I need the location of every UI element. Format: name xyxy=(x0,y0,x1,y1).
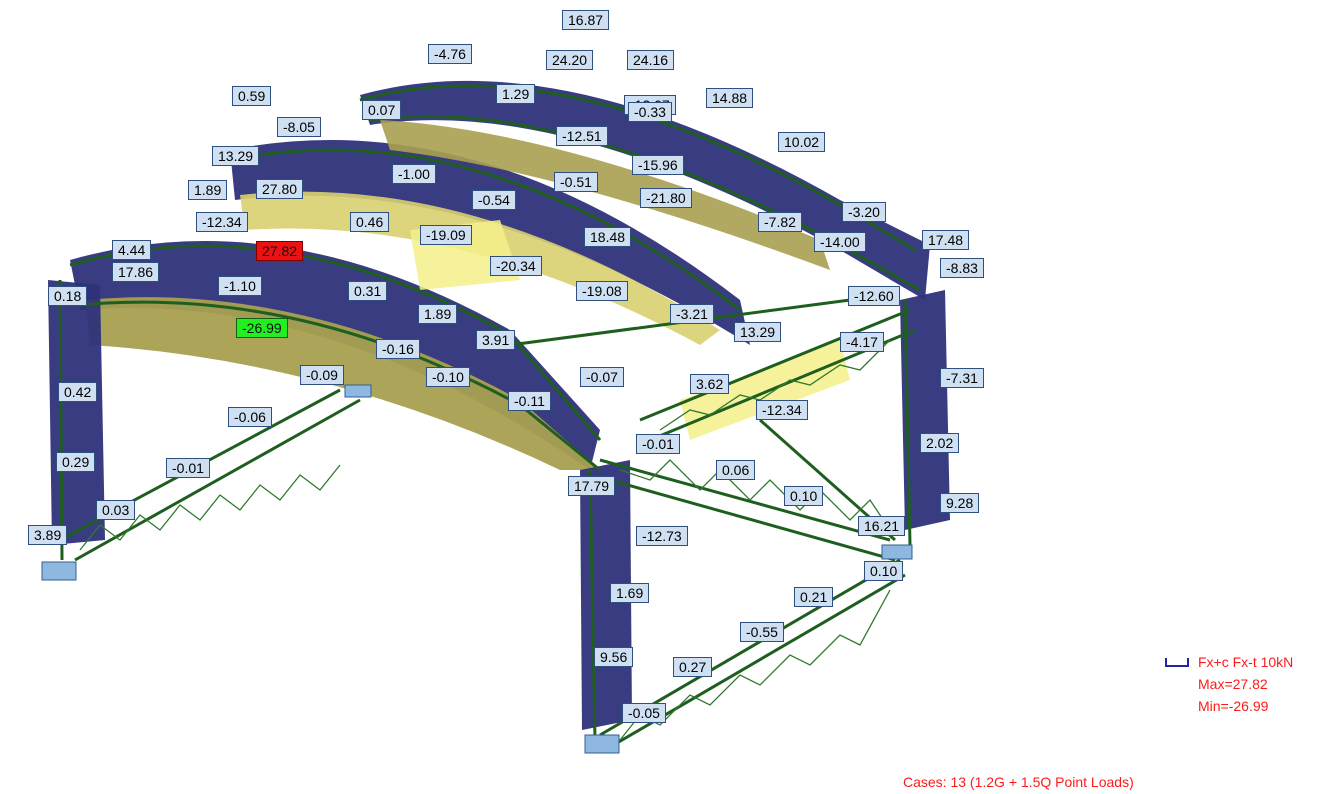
force-value-label: 9.28 xyxy=(940,493,980,513)
force-value-label: -0.16 xyxy=(376,339,420,359)
force-value-label: -0.09 xyxy=(300,365,344,385)
force-value-label: -26.99 xyxy=(236,318,288,338)
force-value-label: -14.00 xyxy=(814,232,866,252)
force-value-label: 1.29 xyxy=(496,84,536,104)
force-value-label: -19.08 xyxy=(576,281,628,301)
force-value-label: -15.96 xyxy=(632,155,684,175)
force-value-label: 13.29 xyxy=(212,146,260,166)
force-value-label: 0.18 xyxy=(48,286,88,306)
force-value-label: 9.56 xyxy=(594,647,634,667)
force-value-label: -4.76 xyxy=(428,44,472,64)
force-value-label: 17.86 xyxy=(112,262,160,282)
force-value-label: 0.06 xyxy=(716,460,756,480)
force-value-label: -0.05 xyxy=(622,703,666,723)
force-value-label: 24.16 xyxy=(627,50,675,70)
force-value-label: 4.44 xyxy=(112,240,152,260)
force-value-label: -7.82 xyxy=(758,212,802,232)
force-value-label: -0.55 xyxy=(740,622,784,642)
force-value-label: -1.00 xyxy=(392,164,436,184)
support-blocks xyxy=(41,384,913,754)
force-value-label: -12.51 xyxy=(556,126,608,146)
force-value-label: 0.27 xyxy=(673,657,713,677)
force-value-label: 0.10 xyxy=(784,486,824,506)
force-value-label: 1.89 xyxy=(418,304,458,324)
force-value-label: -8.83 xyxy=(940,258,984,278)
force-value-label: 16.87 xyxy=(562,10,610,30)
force-value-label: -7.31 xyxy=(940,368,984,388)
force-value-label: -0.54 xyxy=(472,190,516,210)
force-value-label: 17.79 xyxy=(568,476,616,496)
force-scale-glyph xyxy=(1165,658,1189,667)
legend-max: Max=27.82 xyxy=(1198,676,1268,692)
force-value-label: 24.20 xyxy=(546,50,594,70)
truss-lacing xyxy=(79,339,891,741)
force-value-label: 10.02 xyxy=(778,132,826,152)
diagram-legend: Fx+c Fx-t 10kN Max=27.82 Min=-26.99 xyxy=(1162,654,1332,716)
force-value-label: -3.20 xyxy=(842,202,886,222)
force-value-label: -0.10 xyxy=(426,367,470,387)
force-value-label: 0.46 xyxy=(350,212,390,232)
force-value-label: 13.29 xyxy=(734,322,782,342)
legend-force-type: Fx+c Fx-t 10kN xyxy=(1198,654,1294,670)
force-value-label: 0.03 xyxy=(96,500,136,520)
force-value-label: -0.01 xyxy=(636,434,680,454)
force-value-label: -0.51 xyxy=(554,172,598,192)
force-value-label: 2.02 xyxy=(920,433,960,453)
force-value-label: 3.62 xyxy=(690,374,730,394)
force-value-label: 1.89 xyxy=(188,180,228,200)
force-value-label: 0.59 xyxy=(232,86,272,106)
force-value-label: 17.48 xyxy=(922,230,970,250)
force-value-label: 27.80 xyxy=(256,179,304,199)
force-value-label: -1.10 xyxy=(218,276,262,296)
force-value-label: 16.21 xyxy=(858,516,906,536)
force-value-label: -8.05 xyxy=(277,117,321,137)
force-value-label: -0.01 xyxy=(166,458,210,478)
force-value-label: -20.34 xyxy=(490,256,542,276)
force-value-label: -0.11 xyxy=(508,391,551,411)
force-value-label: -12.73 xyxy=(636,526,688,546)
force-value-label: -19.09 xyxy=(420,225,472,245)
force-value-label: 18.48 xyxy=(584,227,632,247)
force-value-label: -0.33 xyxy=(628,102,672,122)
force-value-label: -12.34 xyxy=(196,212,248,232)
force-value-label: 0.42 xyxy=(58,382,98,402)
force-value-label: 3.91 xyxy=(476,330,516,350)
force-value-label: -21.80 xyxy=(640,188,692,208)
force-value-label: 14.88 xyxy=(706,88,754,108)
force-value-label: -0.06 xyxy=(228,407,272,427)
force-value-label: -3.21 xyxy=(670,304,714,324)
force-value-label: 0.29 xyxy=(56,452,96,472)
force-value-label: 27.82 xyxy=(256,241,304,261)
force-value-label: 0.31 xyxy=(348,281,388,301)
legend-min: Min=-26.99 xyxy=(1198,698,1269,714)
force-value-label: 1.69 xyxy=(610,583,650,603)
force-value-label: -0.07 xyxy=(580,367,624,387)
force-value-label: 3.89 xyxy=(28,525,68,545)
force-value-label: -12.34 xyxy=(756,400,808,420)
load-case-caption: Cases: 13 (1.2G + 1.5Q Point Loads) xyxy=(903,774,1134,790)
force-value-label: -4.17 xyxy=(840,332,884,352)
force-value-label: 0.10 xyxy=(864,561,904,581)
force-value-label: 0.21 xyxy=(794,587,834,607)
force-value-label: 0.07 xyxy=(362,100,402,120)
force-value-label: -12.60 xyxy=(848,286,900,306)
